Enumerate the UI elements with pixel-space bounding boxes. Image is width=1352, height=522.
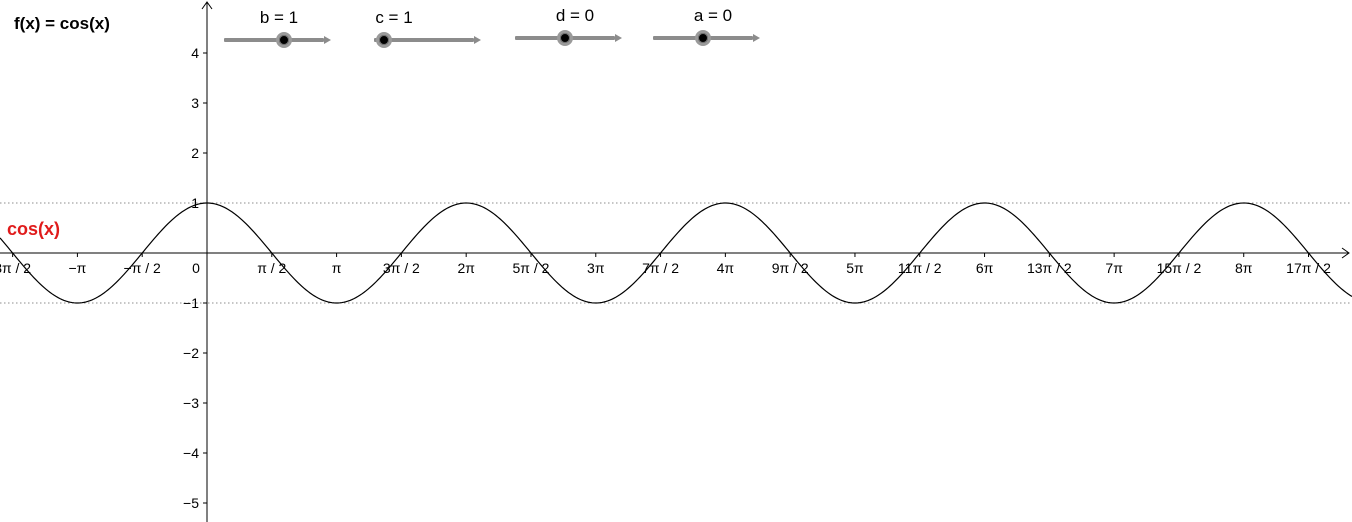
x-tick-label: 5π <box>846 260 864 276</box>
y-tick-label: −3 <box>183 395 199 411</box>
slider-a-track-end <box>753 34 760 42</box>
x-tick-label: 2π <box>457 260 475 276</box>
slider-d-track-end <box>615 34 622 42</box>
slider-c-label: c = 1 <box>375 8 413 27</box>
slider-a[interactable]: a = 0 <box>653 0 763 46</box>
x-tick-label: 6π <box>976 260 994 276</box>
slider-c[interactable]: c = 1 <box>374 0 484 48</box>
slider-d[interactable]: d = 0 <box>515 0 625 46</box>
slider-c-track-end <box>474 36 481 44</box>
y-tick-label: −1 <box>183 295 199 311</box>
y-tick-label: −5 <box>183 495 199 511</box>
function-definition-label: f(x) = cos(x) <box>14 14 110 33</box>
slider-b-track[interactable] <box>224 38 324 42</box>
y-tick-label: −4 <box>183 445 199 461</box>
y-tick-label: −2 <box>183 345 199 361</box>
x-tick-label: −π <box>68 260 86 276</box>
y-tick-label: 2 <box>191 145 199 161</box>
slider-a-knob[interactable] <box>695 30 711 46</box>
y-tick-label: 3 <box>191 95 199 111</box>
x-tick-label: 8π <box>1235 260 1253 276</box>
x-tick-label: 3π <box>587 260 605 276</box>
slider-d-label: d = 0 <box>555 6 595 25</box>
curve-label[interactable]: cos(x) <box>7 219 61 239</box>
slider-d-knob[interactable] <box>557 30 573 46</box>
x-tick-label: 7π <box>1105 260 1123 276</box>
slider-b-track-end <box>324 36 331 44</box>
slider-c-knob[interactable] <box>376 32 392 48</box>
x-tick-label: π <box>332 260 342 276</box>
y-tick-label: 4 <box>191 45 199 61</box>
x-tick-label: 17π / 2 <box>1286 260 1331 276</box>
slider-c-track[interactable] <box>374 38 474 42</box>
cos-curve[interactable] <box>0 202 1352 304</box>
x-tick-label: 3π / 2 <box>0 260 31 276</box>
guide-lines <box>0 202 1352 304</box>
x-tick-label: 4π <box>717 260 735 276</box>
y-axis-ticks: 4 3 2 1 −1 −2 −3 −4 −5 <box>183 45 207 511</box>
x-axis-arrow <box>1341 247 1350 259</box>
x-tick-label: 15π / 2 <box>1157 260 1202 276</box>
slider-b[interactable]: b = 1 <box>224 0 334 48</box>
x-tick-label: 13π / 2 <box>1027 260 1072 276</box>
slider-b-knob[interactable] <box>276 32 292 48</box>
slider-b-label: b = 1 <box>259 8 299 27</box>
x-tick-label: 0 <box>192 260 200 276</box>
x-tick-label: 11π / 2 <box>898 260 942 276</box>
y-tick-label: 1 <box>191 195 199 211</box>
x-tick-label: π / 2 <box>257 260 286 276</box>
slider-a-label: a = 0 <box>693 6 733 25</box>
y-axis-arrow <box>201 1 213 10</box>
